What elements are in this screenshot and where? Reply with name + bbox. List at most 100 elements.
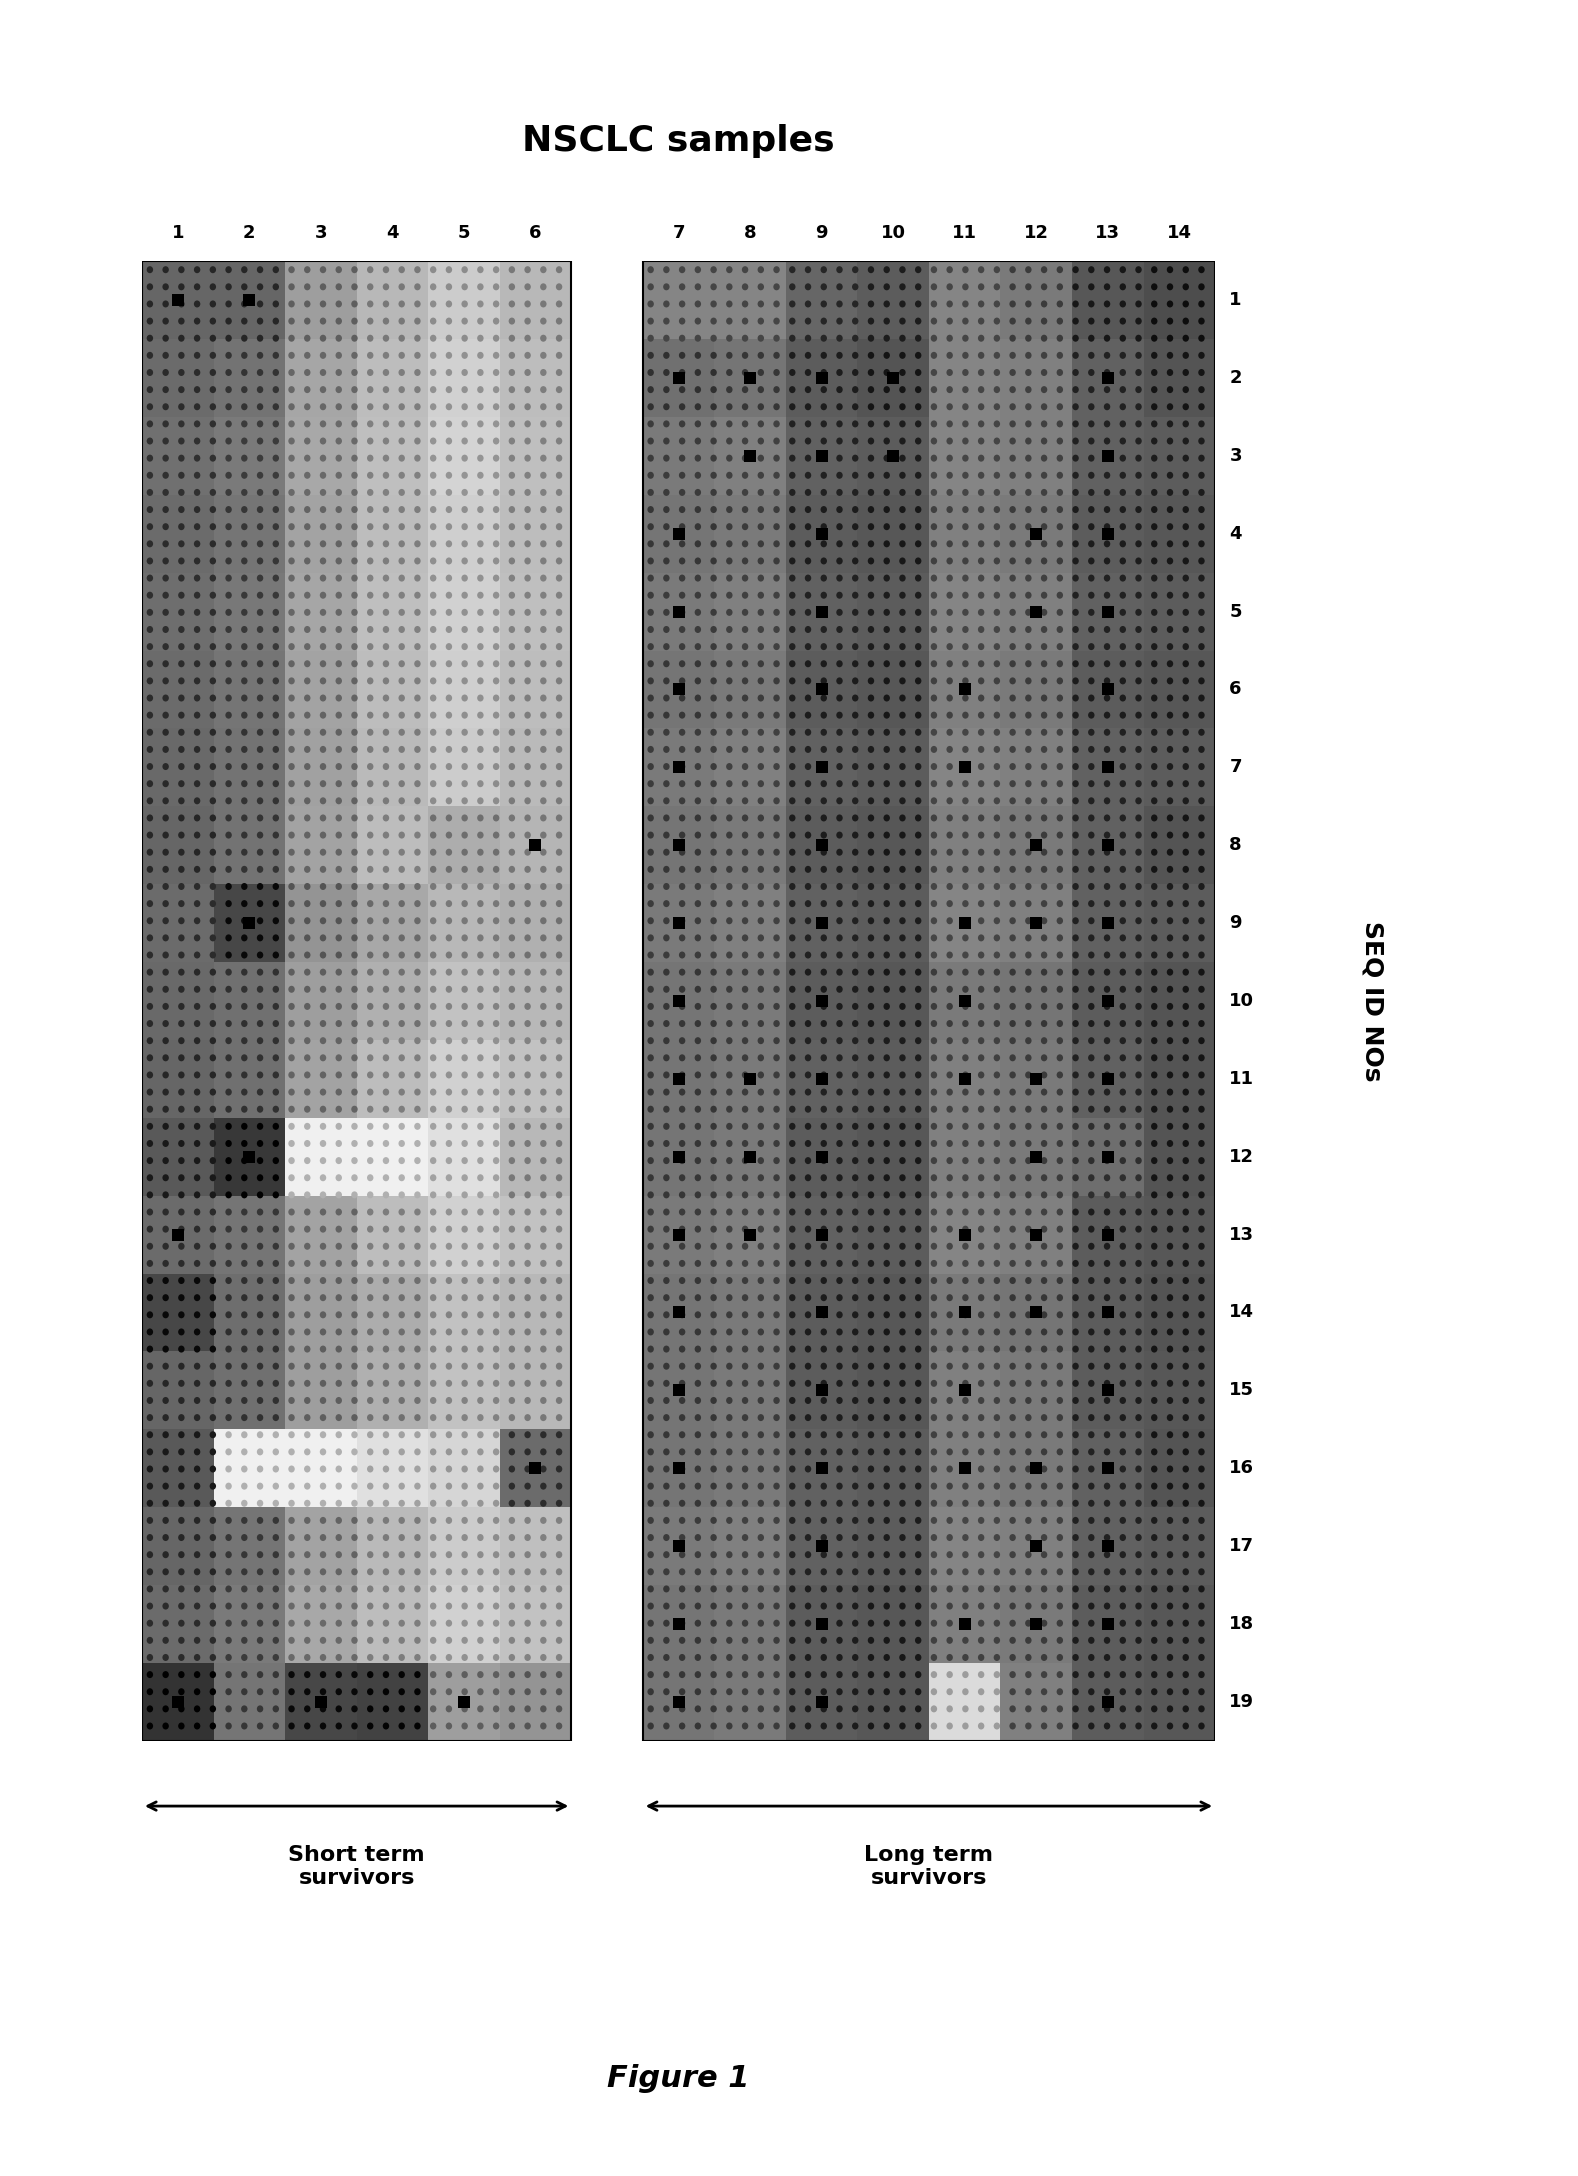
Circle shape bbox=[884, 507, 890, 514]
Circle shape bbox=[963, 1654, 969, 1660]
Circle shape bbox=[194, 1105, 200, 1112]
Circle shape bbox=[540, 1192, 546, 1199]
Circle shape bbox=[1119, 1345, 1127, 1353]
Circle shape bbox=[383, 1260, 390, 1266]
Circle shape bbox=[726, 1464, 732, 1473]
Circle shape bbox=[540, 934, 546, 942]
Circle shape bbox=[399, 1038, 406, 1044]
Circle shape bbox=[1089, 814, 1095, 823]
Circle shape bbox=[413, 1158, 421, 1164]
Circle shape bbox=[1119, 1414, 1127, 1421]
Circle shape bbox=[445, 627, 453, 633]
Circle shape bbox=[1089, 831, 1095, 838]
Circle shape bbox=[413, 1175, 421, 1182]
Circle shape bbox=[947, 522, 953, 531]
Circle shape bbox=[336, 796, 342, 805]
Circle shape bbox=[1073, 1277, 1079, 1284]
Bar bbox=[642, 807, 715, 883]
Circle shape bbox=[194, 1689, 200, 1695]
Circle shape bbox=[524, 1414, 530, 1421]
Circle shape bbox=[694, 592, 701, 598]
Circle shape bbox=[383, 522, 390, 531]
Circle shape bbox=[963, 1242, 969, 1249]
Circle shape bbox=[868, 1038, 874, 1044]
Circle shape bbox=[1119, 370, 1127, 376]
Circle shape bbox=[147, 1295, 153, 1301]
Circle shape bbox=[305, 455, 311, 461]
Circle shape bbox=[399, 746, 406, 753]
Circle shape bbox=[868, 318, 874, 324]
Circle shape bbox=[383, 1636, 390, 1643]
Circle shape bbox=[257, 627, 264, 633]
Circle shape bbox=[663, 1499, 669, 1506]
Circle shape bbox=[492, 986, 499, 992]
Circle shape bbox=[273, 1295, 279, 1301]
Circle shape bbox=[1073, 866, 1079, 873]
Circle shape bbox=[163, 1569, 169, 1575]
Circle shape bbox=[821, 781, 827, 788]
Circle shape bbox=[194, 1260, 200, 1266]
Circle shape bbox=[555, 659, 562, 668]
Circle shape bbox=[555, 1175, 562, 1182]
Circle shape bbox=[429, 1499, 437, 1506]
Circle shape bbox=[884, 1225, 890, 1232]
Circle shape bbox=[320, 1432, 327, 1438]
Circle shape bbox=[383, 746, 390, 753]
Circle shape bbox=[836, 1140, 843, 1147]
Circle shape bbox=[508, 1242, 514, 1249]
Circle shape bbox=[1057, 1380, 1064, 1386]
Circle shape bbox=[540, 729, 546, 735]
Circle shape bbox=[1182, 1158, 1188, 1164]
Circle shape bbox=[884, 1602, 890, 1610]
Circle shape bbox=[226, 265, 232, 274]
Circle shape bbox=[1166, 353, 1172, 359]
Circle shape bbox=[931, 472, 937, 479]
Circle shape bbox=[210, 814, 216, 823]
Circle shape bbox=[947, 1414, 953, 1421]
Circle shape bbox=[413, 1723, 421, 1730]
Circle shape bbox=[663, 403, 669, 411]
Circle shape bbox=[1198, 866, 1204, 873]
Circle shape bbox=[694, 659, 701, 668]
Circle shape bbox=[1182, 318, 1188, 324]
Circle shape bbox=[931, 677, 937, 685]
Circle shape bbox=[742, 1055, 748, 1062]
Circle shape bbox=[647, 1242, 653, 1249]
Circle shape bbox=[461, 814, 467, 823]
Circle shape bbox=[757, 1105, 764, 1112]
Circle shape bbox=[524, 1175, 530, 1182]
Circle shape bbox=[352, 522, 358, 531]
Circle shape bbox=[915, 918, 922, 925]
Circle shape bbox=[336, 353, 342, 359]
Circle shape bbox=[963, 1208, 969, 1216]
Circle shape bbox=[915, 764, 922, 770]
Circle shape bbox=[726, 540, 732, 548]
Bar bbox=[715, 494, 786, 572]
Circle shape bbox=[805, 522, 811, 531]
Circle shape bbox=[978, 1345, 985, 1353]
Circle shape bbox=[1119, 283, 1127, 289]
Circle shape bbox=[289, 746, 295, 753]
Circle shape bbox=[1135, 370, 1142, 376]
Circle shape bbox=[399, 472, 406, 479]
Circle shape bbox=[963, 746, 969, 753]
Circle shape bbox=[1073, 1105, 1079, 1112]
Circle shape bbox=[852, 1140, 858, 1147]
Circle shape bbox=[694, 1602, 701, 1610]
Circle shape bbox=[1073, 781, 1079, 788]
Circle shape bbox=[742, 781, 748, 788]
Circle shape bbox=[963, 370, 969, 376]
Circle shape bbox=[178, 1380, 185, 1386]
Circle shape bbox=[757, 1586, 764, 1593]
Circle shape bbox=[694, 403, 701, 411]
Circle shape bbox=[931, 1449, 937, 1456]
Circle shape bbox=[399, 814, 406, 823]
Circle shape bbox=[399, 866, 406, 873]
Circle shape bbox=[821, 986, 827, 992]
Circle shape bbox=[1119, 1175, 1127, 1182]
Circle shape bbox=[757, 420, 764, 426]
Circle shape bbox=[1010, 644, 1016, 651]
Circle shape bbox=[524, 986, 530, 992]
Circle shape bbox=[273, 1706, 279, 1713]
Circle shape bbox=[492, 557, 499, 564]
